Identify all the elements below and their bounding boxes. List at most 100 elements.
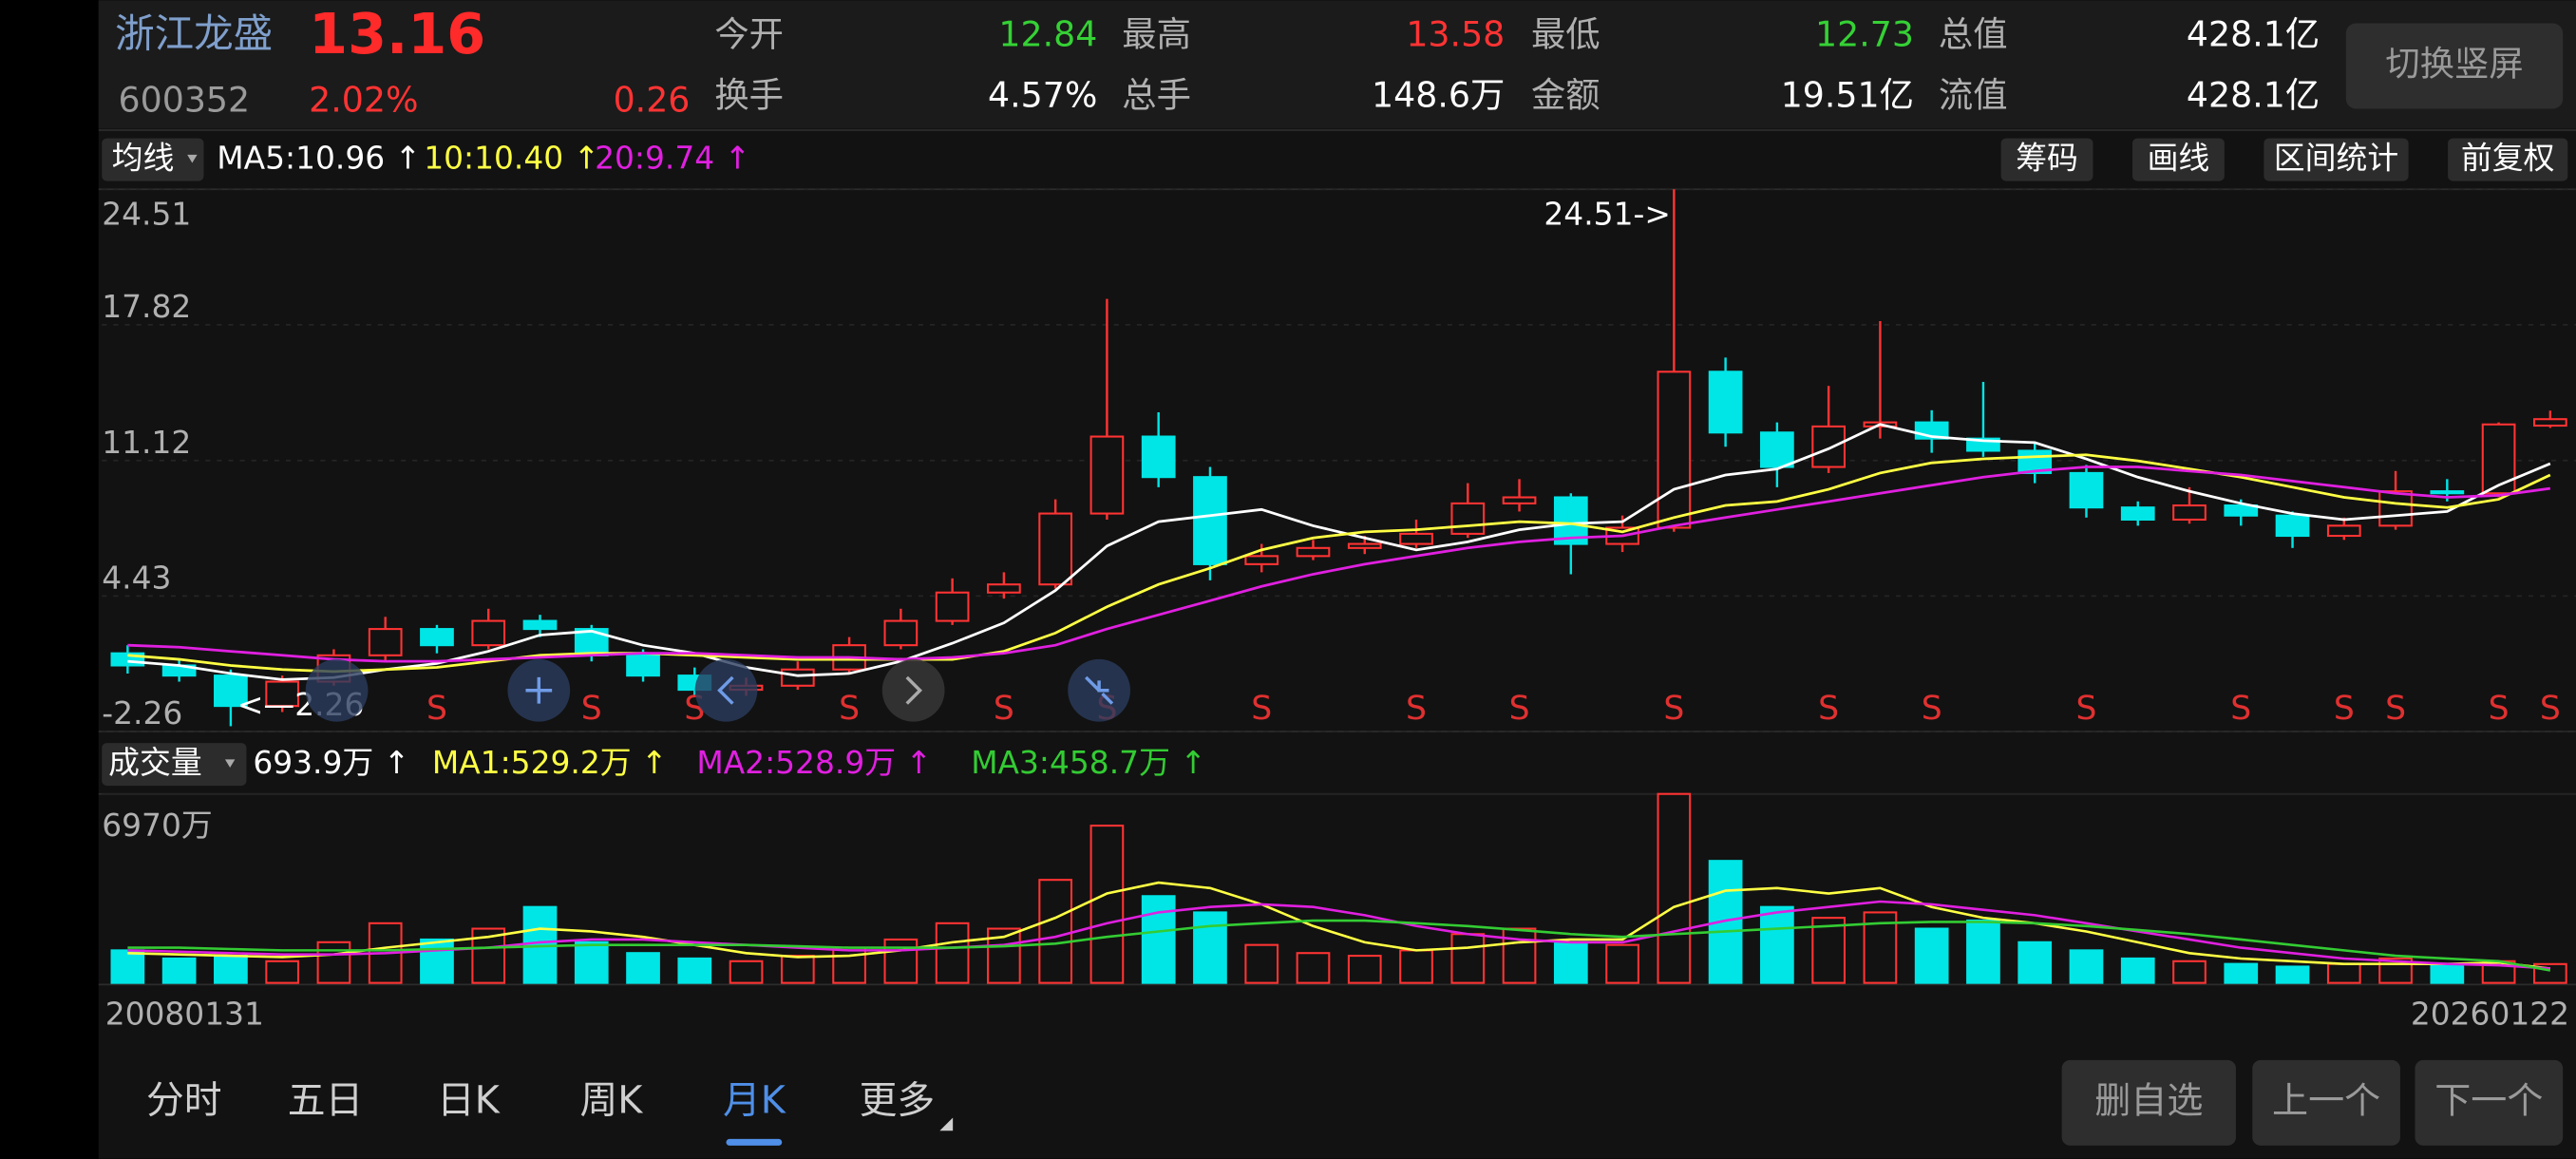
candle-body (1708, 370, 1743, 434)
candle-body (2481, 423, 2516, 495)
volume-bar (2120, 957, 2155, 984)
signal-marker: S (839, 690, 860, 728)
volume-bar (2172, 960, 2207, 984)
y-tick-label: 17.82 (102, 288, 191, 325)
signal-marker: S (1818, 690, 1839, 728)
candle-body (780, 668, 815, 687)
period-tab[interactable]: 更多 (860, 1078, 936, 1122)
tab-underline (726, 1138, 783, 1146)
nav-button[interactable] (2061, 1059, 2236, 1146)
volume-bar (832, 946, 866, 984)
candle-body (471, 619, 506, 647)
orientation-button-label: 切换竖屏 (2385, 44, 2523, 85)
volume-bar (214, 955, 248, 984)
period-tab[interactable]: 五日 (288, 1078, 364, 1122)
chart-tools (305, 658, 1130, 722)
signal-marker: S (994, 690, 1014, 728)
volume-bar (110, 949, 145, 984)
dropdown-arrow (224, 759, 236, 769)
extreme-label: 24.51-> (1544, 195, 1670, 232)
period-tab[interactable]: 周K (579, 1078, 643, 1122)
candle-body (265, 680, 300, 708)
signal-marker: S (2334, 690, 2355, 728)
candle-body (1811, 425, 1847, 468)
volume-title: 成交量 (108, 744, 202, 781)
stat-value: 12.84 (998, 13, 1097, 54)
volume-ma-legend: MA3:458.7万 ↑ (971, 744, 1206, 781)
next-icon[interactable] (881, 658, 945, 722)
volume-ma-line (127, 919, 2551, 972)
signal-marker: S (2489, 690, 2510, 728)
y-tick-label: 24.51 (102, 195, 191, 232)
nav-button[interactable] (2252, 1059, 2400, 1146)
tool-button-label: 区间统计 (2274, 140, 2398, 177)
signal-marker: S (1406, 690, 1427, 728)
stat-label: 总手 (1122, 74, 1191, 115)
candle-body (2069, 471, 2104, 509)
candle-body (368, 628, 403, 656)
change-pct: 2.02% (309, 80, 418, 121)
period-tab[interactable]: 月K (723, 1078, 786, 1122)
period-tab[interactable]: 分时 (146, 1078, 222, 1122)
ma-selector-label: 均线 (112, 140, 175, 177)
stat-value: 13.58 (1406, 13, 1505, 54)
volume-bar (935, 922, 970, 984)
period-tab[interactable]: 日K (437, 1078, 501, 1122)
signal-marker: S (581, 690, 602, 728)
volume-bar (1914, 927, 1949, 984)
left-glyph (717, 675, 734, 705)
nav-button[interactable] (2415, 1059, 2564, 1146)
volume-selector[interactable] (102, 743, 247, 787)
candle-body (1089, 435, 1125, 515)
volume-bar (780, 955, 815, 984)
orientation-button[interactable] (2345, 23, 2564, 109)
ma-legend: 20:9.74 ↑ (595, 140, 750, 177)
x-tick-label: 20260122 (2411, 996, 2569, 1033)
tool-icon[interactable] (305, 658, 369, 722)
ma-selector[interactable] (102, 138, 204, 181)
ma-line (127, 423, 2551, 681)
candle-body (1760, 431, 1794, 468)
signal-marker: S (1922, 690, 1942, 728)
candle-body (1450, 502, 1486, 535)
tool-button[interactable] (2263, 138, 2409, 181)
candle-body (2224, 504, 2259, 517)
candle-body (626, 654, 660, 677)
candle-body (2378, 490, 2413, 527)
volume-bar (2017, 940, 2053, 984)
tool-button[interactable] (2448, 138, 2568, 181)
candle-body (1141, 435, 1176, 479)
plus-glyph (525, 676, 553, 704)
ma-line (127, 466, 2551, 663)
stat-value: 428.1亿 (2187, 13, 2320, 54)
candle-body (987, 583, 1021, 594)
volume-bar (1760, 905, 1794, 984)
tool-button-label: 筹码 (2016, 140, 2078, 177)
volume-bar (1605, 943, 1639, 984)
tool-button[interactable] (2000, 138, 2093, 181)
right-glyph (905, 675, 923, 705)
candle-body (2430, 490, 2465, 495)
stat-label: 今开 (714, 13, 784, 54)
candle-body (2533, 418, 2567, 428)
nav-button-label: 下一个 (2434, 1079, 2543, 1121)
stat-value: 12.73 (1815, 13, 1914, 54)
signal-marker: S (2230, 690, 2251, 728)
stat-label: 流值 (1939, 74, 2008, 115)
signal-marker: S (1509, 690, 1530, 728)
candle-body (2326, 524, 2361, 538)
tool-button[interactable] (2132, 138, 2225, 181)
header-bg (98, 0, 2576, 129)
volume-bar (2430, 962, 2465, 984)
prev-icon[interactable] (694, 658, 758, 722)
ma-line (127, 453, 2551, 674)
collapse-glyph (1085, 675, 1114, 705)
candle-body (1502, 496, 1537, 504)
stat-value: 428.1亿 (2187, 74, 2320, 115)
stat-value: 148.6万 (1372, 74, 1505, 115)
volume-bar (1141, 895, 1176, 984)
candle-body (1347, 542, 1382, 549)
volume-bar (161, 957, 197, 984)
volume-bar (420, 938, 454, 984)
